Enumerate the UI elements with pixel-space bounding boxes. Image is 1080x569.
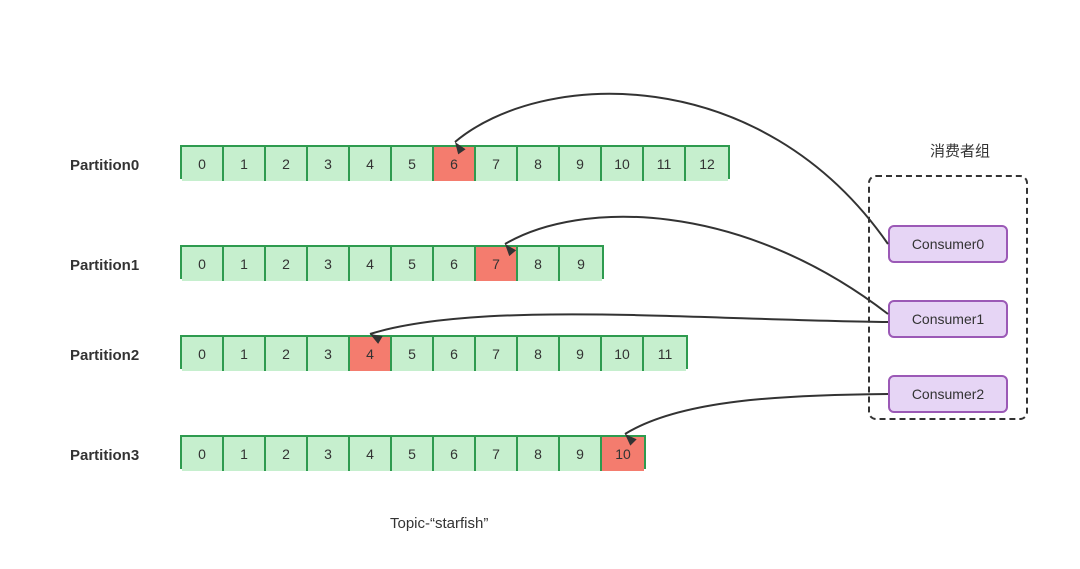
partition-3-cell-6: 6 — [434, 437, 476, 471]
partition-0-cell-12: 12 — [686, 147, 728, 181]
partition-1-cell-2: 2 — [266, 247, 308, 281]
consumer-box-2: Consumer2 — [888, 375, 1008, 413]
partition-label-2: Partition2 — [70, 347, 139, 364]
partition-0-cell-10: 10 — [602, 147, 644, 181]
partition-2-cell-0: 0 — [182, 337, 224, 371]
partition-2-cell-5: 5 — [392, 337, 434, 371]
partition-0-cell-6: 6 — [434, 147, 476, 181]
partition-row-0: 0123456789101112 — [180, 145, 730, 179]
partition-1-cell-0: 0 — [182, 247, 224, 281]
partition-0-cell-3: 3 — [308, 147, 350, 181]
partition-2-cell-1: 1 — [224, 337, 266, 371]
arrow-path-2 — [370, 314, 888, 334]
partition-1-cell-5: 5 — [392, 247, 434, 281]
partition-2-cell-2: 2 — [266, 337, 308, 371]
partition-label-3: Partition3 — [70, 447, 139, 464]
partition-0-cell-5: 5 — [392, 147, 434, 181]
partition-2-cell-6: 6 — [434, 337, 476, 371]
partition-3-cell-10: 10 — [602, 437, 644, 471]
partition-3-cell-9: 9 — [560, 437, 602, 471]
partition-0-cell-2: 2 — [266, 147, 308, 181]
partition-1-cell-9: 9 — [560, 247, 602, 281]
partition-1-cell-8: 8 — [518, 247, 560, 281]
partition-0-cell-0: 0 — [182, 147, 224, 181]
partition-2-cell-9: 9 — [560, 337, 602, 371]
consumer-group-title: 消费者组 — [930, 140, 990, 161]
partition-3-cell-4: 4 — [350, 437, 392, 471]
partition-0-cell-7: 7 — [476, 147, 518, 181]
partition-2-cell-11: 11 — [644, 337, 686, 371]
partition-label-1: Partition1 — [70, 257, 139, 274]
partition-2-cell-8: 8 — [518, 337, 560, 371]
partition-0-cell-9: 9 — [560, 147, 602, 181]
partition-0-cell-4: 4 — [350, 147, 392, 181]
partition-3-cell-8: 8 — [518, 437, 560, 471]
consumer-box-1: Consumer1 — [888, 300, 1008, 338]
partition-0-cell-1: 1 — [224, 147, 266, 181]
partition-0-cell-11: 11 — [644, 147, 686, 181]
partition-3-cell-1: 1 — [224, 437, 266, 471]
partition-row-3: 012345678910 — [180, 435, 646, 469]
partition-2-cell-4: 4 — [350, 337, 392, 371]
partition-2-cell-7: 7 — [476, 337, 518, 371]
partition-3-cell-0: 0 — [182, 437, 224, 471]
partition-1-cell-6: 6 — [434, 247, 476, 281]
partition-row-1: 0123456789 — [180, 245, 604, 279]
partition-1-cell-4: 4 — [350, 247, 392, 281]
partition-3-cell-5: 5 — [392, 437, 434, 471]
partition-1-cell-1: 1 — [224, 247, 266, 281]
partition-3-cell-2: 2 — [266, 437, 308, 471]
consumer-box-0: Consumer0 — [888, 225, 1008, 263]
partition-3-cell-7: 7 — [476, 437, 518, 471]
partition-2-cell-10: 10 — [602, 337, 644, 371]
partition-0-cell-8: 8 — [518, 147, 560, 181]
diagram-canvas: Partition00123456789101112Partition10123… — [0, 0, 1080, 569]
partition-label-0: Partition0 — [70, 157, 139, 174]
partition-3-cell-3: 3 — [308, 437, 350, 471]
arrow-path-3 — [625, 394, 888, 434]
partition-1-cell-7: 7 — [476, 247, 518, 281]
partition-row-2: 01234567891011 — [180, 335, 688, 369]
partition-2-cell-3: 3 — [308, 337, 350, 371]
topic-label: Topic-“starfish” — [390, 515, 488, 532]
partition-1-cell-3: 3 — [308, 247, 350, 281]
